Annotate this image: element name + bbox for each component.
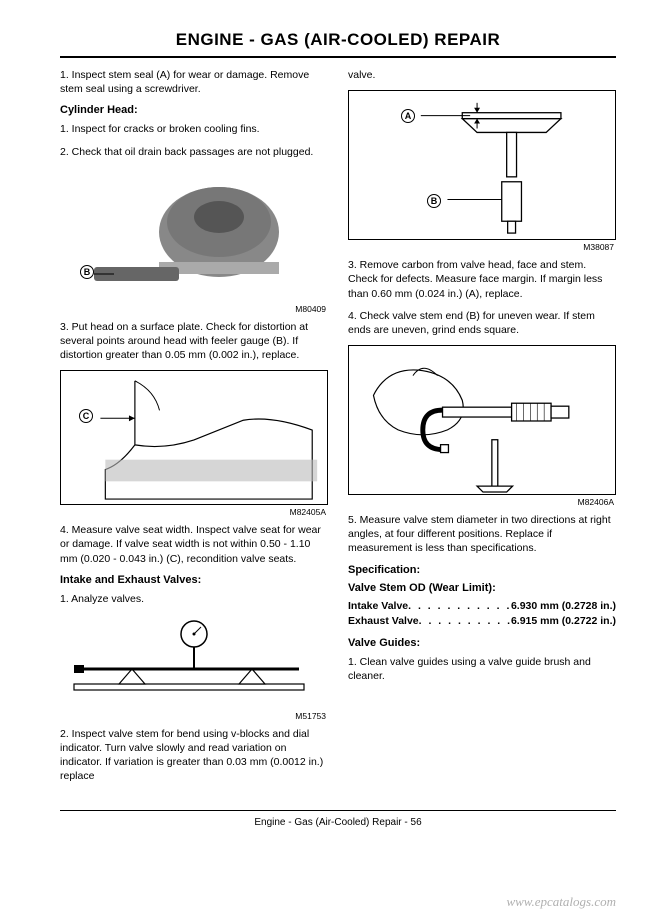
figure-vblock	[60, 614, 328, 709]
figure-number: M51753	[60, 711, 328, 721]
step-text: 1. Inspect for cracks or broken cooling …	[60, 122, 328, 136]
page-title: ENGINE - GAS (AIR-COOLED) REPAIR	[60, 30, 616, 50]
step-text: 2. Inspect valve stem for bend using v-b…	[60, 727, 328, 784]
figure-micrometer	[348, 345, 616, 495]
cylinder-head-illustration	[60, 167, 328, 302]
footer-text: Engine - Gas (Air-Cooled) Repair - 56	[60, 817, 616, 828]
subhead-wear-limit: Valve Stem OD (Wear Limit):	[348, 582, 616, 594]
figure-number: M82406A	[348, 497, 616, 507]
spec-label: Exhaust Valve	[348, 615, 419, 627]
spec-intake: Intake Valve . . . . . . . . . . . . . .…	[348, 600, 616, 612]
subhead-specification: Specification:	[348, 564, 616, 576]
step-text: 4. Check valve stem end (B) for uneven w…	[348, 309, 616, 337]
figure-number: M82405A	[60, 507, 328, 517]
content-columns: 1. Inspect stem seal (A) for wear or dam…	[60, 68, 616, 792]
spec-value: 6.930 mm (0.2728 in.)	[511, 600, 616, 612]
subhead-intake-exhaust: Intake and Exhaust Valves:	[60, 574, 328, 586]
step-text: 3. Remove carbon from valve head, face a…	[348, 258, 616, 301]
callout-b: B	[80, 265, 94, 279]
figure-valve-seat: C	[60, 370, 328, 505]
step-text: 1. Clean valve guides using a valve guid…	[348, 655, 616, 683]
left-column: 1. Inspect stem seal (A) for wear or dam…	[60, 68, 328, 792]
step-text: 2. Check that oil drain back passages ar…	[60, 145, 328, 159]
watermark: www.epcatalogs.com	[506, 894, 616, 910]
spec-dots: . . . . . . . . . . . . . . .	[419, 615, 511, 627]
step-text: 1. Analyze valves.	[60, 592, 328, 606]
spec-label: Intake Valve	[348, 600, 408, 612]
step-text: 3. Put head on a surface plate. Check fo…	[60, 320, 328, 363]
step-text: 5. Measure valve stem diameter in two di…	[348, 513, 616, 556]
title-rule	[60, 56, 616, 58]
figure-cylinder-head: B	[60, 167, 328, 302]
spec-dots: . . . . . . . . . . . . . . . .	[408, 600, 511, 612]
spec-exhaust: Exhaust Valve . . . . . . . . . . . . . …	[348, 615, 616, 627]
micrometer-illustration	[349, 346, 615, 494]
right-column: valve. A B	[348, 68, 616, 792]
vblock-illustration	[60, 614, 328, 709]
step-text: 4. Measure valve seat width. Inspect val…	[60, 523, 328, 566]
valve-margin-illustration	[349, 91, 615, 239]
figure-number: M38087	[348, 242, 616, 252]
valve-seat-illustration	[61, 371, 327, 504]
spec-value: 6.915 mm (0.2722 in.)	[511, 615, 616, 627]
subhead-cylinder-head: Cylinder Head:	[60, 104, 328, 116]
figure-valve-margin: A B	[348, 90, 616, 240]
figure-number: M80409	[60, 304, 328, 314]
subhead-valve-guides: Valve Guides:	[348, 637, 616, 649]
step-text: 1. Inspect stem seal (A) for wear or dam…	[60, 68, 328, 96]
continuation-text: valve.	[348, 68, 616, 82]
footer-rule	[60, 810, 616, 811]
